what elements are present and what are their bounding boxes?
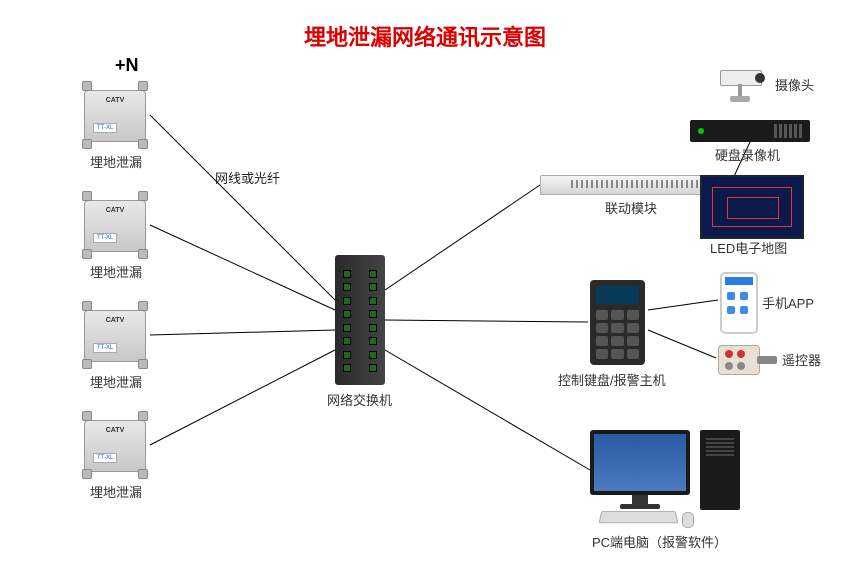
dvr-device [690, 120, 810, 142]
remote-label: 遥控器 [782, 350, 821, 369]
phone-app [720, 272, 758, 334]
sensor-label: 埋地泄漏 [90, 372, 142, 391]
leak-sensor [80, 195, 150, 255]
sensor-label: 埋地泄漏 [90, 152, 142, 171]
sensor-label: 埋地泄漏 [90, 482, 142, 501]
led-map [700, 175, 804, 239]
leak-sensor [80, 305, 150, 365]
network-switch [335, 255, 385, 385]
ledmap-label: LED电子地图 [710, 238, 787, 257]
keypad-label: 控制键盘/报警主机 [558, 370, 666, 389]
switch-label: 网络交换机 [327, 390, 392, 409]
leak-sensor [80, 415, 150, 475]
sensor-label: 埋地泄漏 [90, 262, 142, 281]
dvr-label: 硬盘录像机 [715, 145, 780, 164]
phone-label: 手机APP [762, 293, 814, 312]
control-keypad [590, 280, 645, 365]
pc-computer [590, 430, 740, 530]
pc-label: PC端电脑（报警软件） [592, 532, 727, 551]
linkage-label: 联动模块 [605, 198, 657, 217]
leak-sensor [80, 85, 150, 145]
camera-label: 摄像头 [775, 75, 814, 94]
remote-control [718, 345, 760, 375]
camera-icon [710, 70, 770, 110]
